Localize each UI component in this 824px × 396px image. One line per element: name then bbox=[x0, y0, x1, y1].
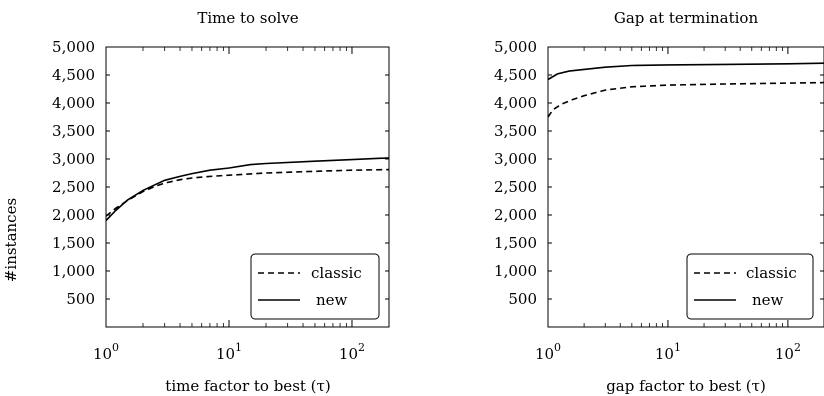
x-tick-labels: 100 101 102 bbox=[535, 341, 801, 363]
legend-label-classic: classic bbox=[746, 264, 797, 282]
y-tick-label: 4,500 bbox=[494, 66, 537, 84]
axis-ticks bbox=[547, 46, 824, 327]
legend-box bbox=[250, 253, 380, 320]
x-tick-label: 101 bbox=[655, 341, 681, 363]
y-tick-label: 1,000 bbox=[494, 262, 537, 280]
y-tick-label: 5,000 bbox=[494, 38, 537, 56]
y-tick-label: 4,000 bbox=[494, 94, 537, 112]
x-tick-label: 100 bbox=[535, 341, 561, 363]
y-tick-label: 2,500 bbox=[52, 178, 95, 196]
series-line-new bbox=[547, 62, 824, 81]
legend-label-new: new bbox=[316, 291, 348, 309]
legend: classic new bbox=[686, 253, 814, 320]
y-tick-label: 500 bbox=[508, 290, 537, 308]
legend-label-classic: classic bbox=[311, 264, 362, 282]
y-tick-label: 2,000 bbox=[52, 206, 95, 224]
x-axis-label: time factor to best (τ) bbox=[165, 377, 330, 395]
y-tick-label: 2,000 bbox=[494, 206, 537, 224]
legend-label-new: new bbox=[752, 291, 784, 309]
chart-time-to-solve: Time to solve #instances time factor to … bbox=[2, 9, 390, 395]
x-tick-labels: 100 101 102 bbox=[93, 341, 365, 363]
series-line-classic bbox=[105, 168, 390, 217]
chart-gap-at-termination: Gap at termination gap factor to best (τ… bbox=[494, 9, 824, 395]
series-line-new bbox=[105, 157, 390, 222]
y-tick-label: 3,500 bbox=[494, 122, 537, 140]
y-tick-label: 1,500 bbox=[494, 234, 537, 252]
x-tick-label: 102 bbox=[339, 341, 365, 363]
y-tick-label: 4,500 bbox=[52, 66, 95, 84]
y-tick-label: 1,000 bbox=[52, 262, 95, 280]
legend-box bbox=[686, 253, 814, 320]
chart-title: Gap at termination bbox=[614, 9, 759, 27]
series-lines bbox=[105, 157, 390, 222]
y-tick-label: 1,500 bbox=[52, 234, 95, 252]
y-tick-label: 2,500 bbox=[494, 178, 537, 196]
x-tick-label: 102 bbox=[775, 341, 801, 363]
y-tick-labels: 500 1,000 1,500 2,000 2,500 3,000 3,500 4,000 4,… bbox=[52, 38, 95, 308]
y-axis-label: #instances bbox=[2, 198, 20, 282]
x-tick-label: 100 bbox=[93, 341, 119, 363]
axis-ticks bbox=[105, 46, 390, 327]
y-tick-label: 3,000 bbox=[52, 150, 95, 168]
series-lines bbox=[547, 62, 824, 118]
x-axis-label: gap factor to best (τ) bbox=[606, 377, 766, 395]
y-tick-label: 3,000 bbox=[494, 150, 537, 168]
chart-title: Time to solve bbox=[197, 9, 298, 27]
y-tick-label: 500 bbox=[66, 290, 95, 308]
y-tick-label: 5,000 bbox=[52, 38, 95, 56]
x-tick-label: 101 bbox=[216, 341, 242, 363]
y-tick-label: 4,000 bbox=[52, 94, 95, 112]
legend: classic new bbox=[250, 253, 380, 320]
series-line-classic bbox=[547, 81, 824, 118]
y-tick-label: 3,500 bbox=[52, 122, 95, 140]
y-tick-labels: 500 1,000 1,500 2,000 2,500 3,000 3,500 4,000 4,… bbox=[494, 38, 537, 308]
